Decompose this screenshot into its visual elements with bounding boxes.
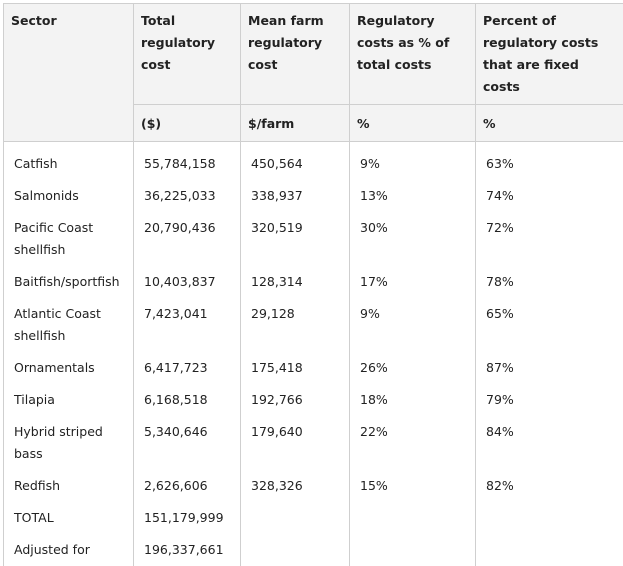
- cell-mean-farm-regulatory-cost: 338,937: [241, 180, 350, 212]
- cell-regulatory-costs-percent: 15%: [350, 470, 476, 502]
- unit-regulatory-costs-percent: %: [350, 105, 476, 142]
- cell-sector: Baitfish/sportfish: [4, 266, 134, 298]
- cell-total-regulatory-cost: 151,179,999: [134, 502, 241, 534]
- cell-total-regulatory-cost: 6,168,518: [134, 384, 241, 416]
- unit-total-regulatory-cost: ($): [134, 105, 241, 142]
- table-header: Sector Total regulatory cost Mean farm r…: [4, 4, 623, 142]
- cell-total-regulatory-cost: 10,403,837: [134, 266, 241, 298]
- cell-fixed-costs-percent: 82%: [476, 470, 623, 502]
- cell-mean-farm-regulatory-cost: 450,564: [241, 142, 350, 181]
- table-row: Tilapia 6,168,518 192,766 18% 79%: [4, 384, 623, 416]
- cell-mean-farm-regulatory-cost: 179,640: [241, 416, 350, 470]
- cell-fixed-costs-percent: [476, 502, 623, 534]
- cell-fixed-costs-percent: 72%: [476, 212, 623, 266]
- cell-mean-farm-regulatory-cost: 128,314: [241, 266, 350, 298]
- cell-sector: Tilapia: [4, 384, 134, 416]
- cell-regulatory-costs-percent: 30%: [350, 212, 476, 266]
- table-row-adjusted: Adjusted for 196,337,661: [4, 534, 623, 566]
- table-row-total: TOTAL 151,179,999: [4, 502, 623, 534]
- cell-mean-farm-regulatory-cost: 175,418: [241, 352, 350, 384]
- cell-regulatory-costs-percent: 9%: [350, 298, 476, 352]
- cell-mean-farm-regulatory-cost: [241, 534, 350, 566]
- cell-total-regulatory-cost: 2,626,606: [134, 470, 241, 502]
- cell-fixed-costs-percent: 79%: [476, 384, 623, 416]
- table-row: Catfish 55,784,158 450,564 9% 63%: [4, 142, 623, 181]
- cell-sector: Redfish: [4, 470, 134, 502]
- unit-fixed-costs-percent: %: [476, 105, 623, 142]
- header-total-regulatory-cost: Total regulatory cost: [134, 4, 241, 105]
- cell-regulatory-costs-percent: [350, 534, 476, 566]
- cell-fixed-costs-percent: 84%: [476, 416, 623, 470]
- cell-sector: Atlantic Coast shellfish: [4, 298, 134, 352]
- cell-mean-farm-regulatory-cost: 29,128: [241, 298, 350, 352]
- unit-mean-farm-regulatory-cost: $/farm: [241, 105, 350, 142]
- cell-total-regulatory-cost: 6,417,723: [134, 352, 241, 384]
- cell-fixed-costs-percent: 65%: [476, 298, 623, 352]
- cell-mean-farm-regulatory-cost: 192,766: [241, 384, 350, 416]
- cell-mean-farm-regulatory-cost: 320,519: [241, 212, 350, 266]
- cell-sector: Pacific Coast shellfish: [4, 212, 134, 266]
- cell-mean-farm-regulatory-cost: [241, 502, 350, 534]
- table-row: Baitfish/sportfish 10,403,837 128,314 17…: [4, 266, 623, 298]
- cell-regulatory-costs-percent: 13%: [350, 180, 476, 212]
- table-row: Hybrid striped bass 5,340,646 179,640 22…: [4, 416, 623, 470]
- header-regulatory-costs-percent: Regulatory costs as % of total costs: [350, 4, 476, 105]
- header-sector: Sector: [4, 4, 134, 142]
- table-row: Pacific Coast shellfish 20,790,436 320,5…: [4, 212, 623, 266]
- cell-total-regulatory-cost: 20,790,436: [134, 212, 241, 266]
- cell-fixed-costs-percent: 63%: [476, 142, 623, 181]
- cell-fixed-costs-percent: 78%: [476, 266, 623, 298]
- cell-sector: Salmonids: [4, 180, 134, 212]
- cell-total-regulatory-cost: 196,337,661: [134, 534, 241, 566]
- cell-fixed-costs-percent: 87%: [476, 352, 623, 384]
- cell-regulatory-costs-percent: 26%: [350, 352, 476, 384]
- table-row: Ornamentals 6,417,723 175,418 26% 87%: [4, 352, 623, 384]
- cell-total-regulatory-cost: 55,784,158: [134, 142, 241, 181]
- cell-fixed-costs-percent: 74%: [476, 180, 623, 212]
- cell-regulatory-costs-percent: 17%: [350, 266, 476, 298]
- cell-sector: Adjusted for: [4, 534, 134, 566]
- cell-sector: Catfish: [4, 142, 134, 181]
- cell-total-regulatory-cost: 5,340,646: [134, 416, 241, 470]
- cell-regulatory-costs-percent: [350, 502, 476, 534]
- cell-fixed-costs-percent: [476, 534, 623, 566]
- table-row: Redfish 2,626,606 328,326 15% 82%: [4, 470, 623, 502]
- header-fixed-costs-percent: Percent of regulatory costs that are fix…: [476, 4, 623, 105]
- cell-total-regulatory-cost: 7,423,041: [134, 298, 241, 352]
- table-row: Salmonids 36,225,033 338,937 13% 74%: [4, 180, 623, 212]
- header-row: Sector Total regulatory cost Mean farm r…: [4, 4, 623, 105]
- cell-sector: Hybrid striped bass: [4, 416, 134, 470]
- regulatory-cost-table: Sector Total regulatory cost Mean farm r…: [3, 3, 623, 566]
- cell-regulatory-costs-percent: 22%: [350, 416, 476, 470]
- cell-mean-farm-regulatory-cost: 328,326: [241, 470, 350, 502]
- table-row: Atlantic Coast shellfish 7,423,041 29,12…: [4, 298, 623, 352]
- header-mean-farm-regulatory-cost: Mean farm regulatory cost: [241, 4, 350, 105]
- table-body: Catfish 55,784,158 450,564 9% 63% Salmon…: [4, 142, 623, 566]
- cell-regulatory-costs-percent: 9%: [350, 142, 476, 181]
- cell-total-regulatory-cost: 36,225,033: [134, 180, 241, 212]
- cell-regulatory-costs-percent: 18%: [350, 384, 476, 416]
- cell-sector: Ornamentals: [4, 352, 134, 384]
- cell-sector: TOTAL: [4, 502, 134, 534]
